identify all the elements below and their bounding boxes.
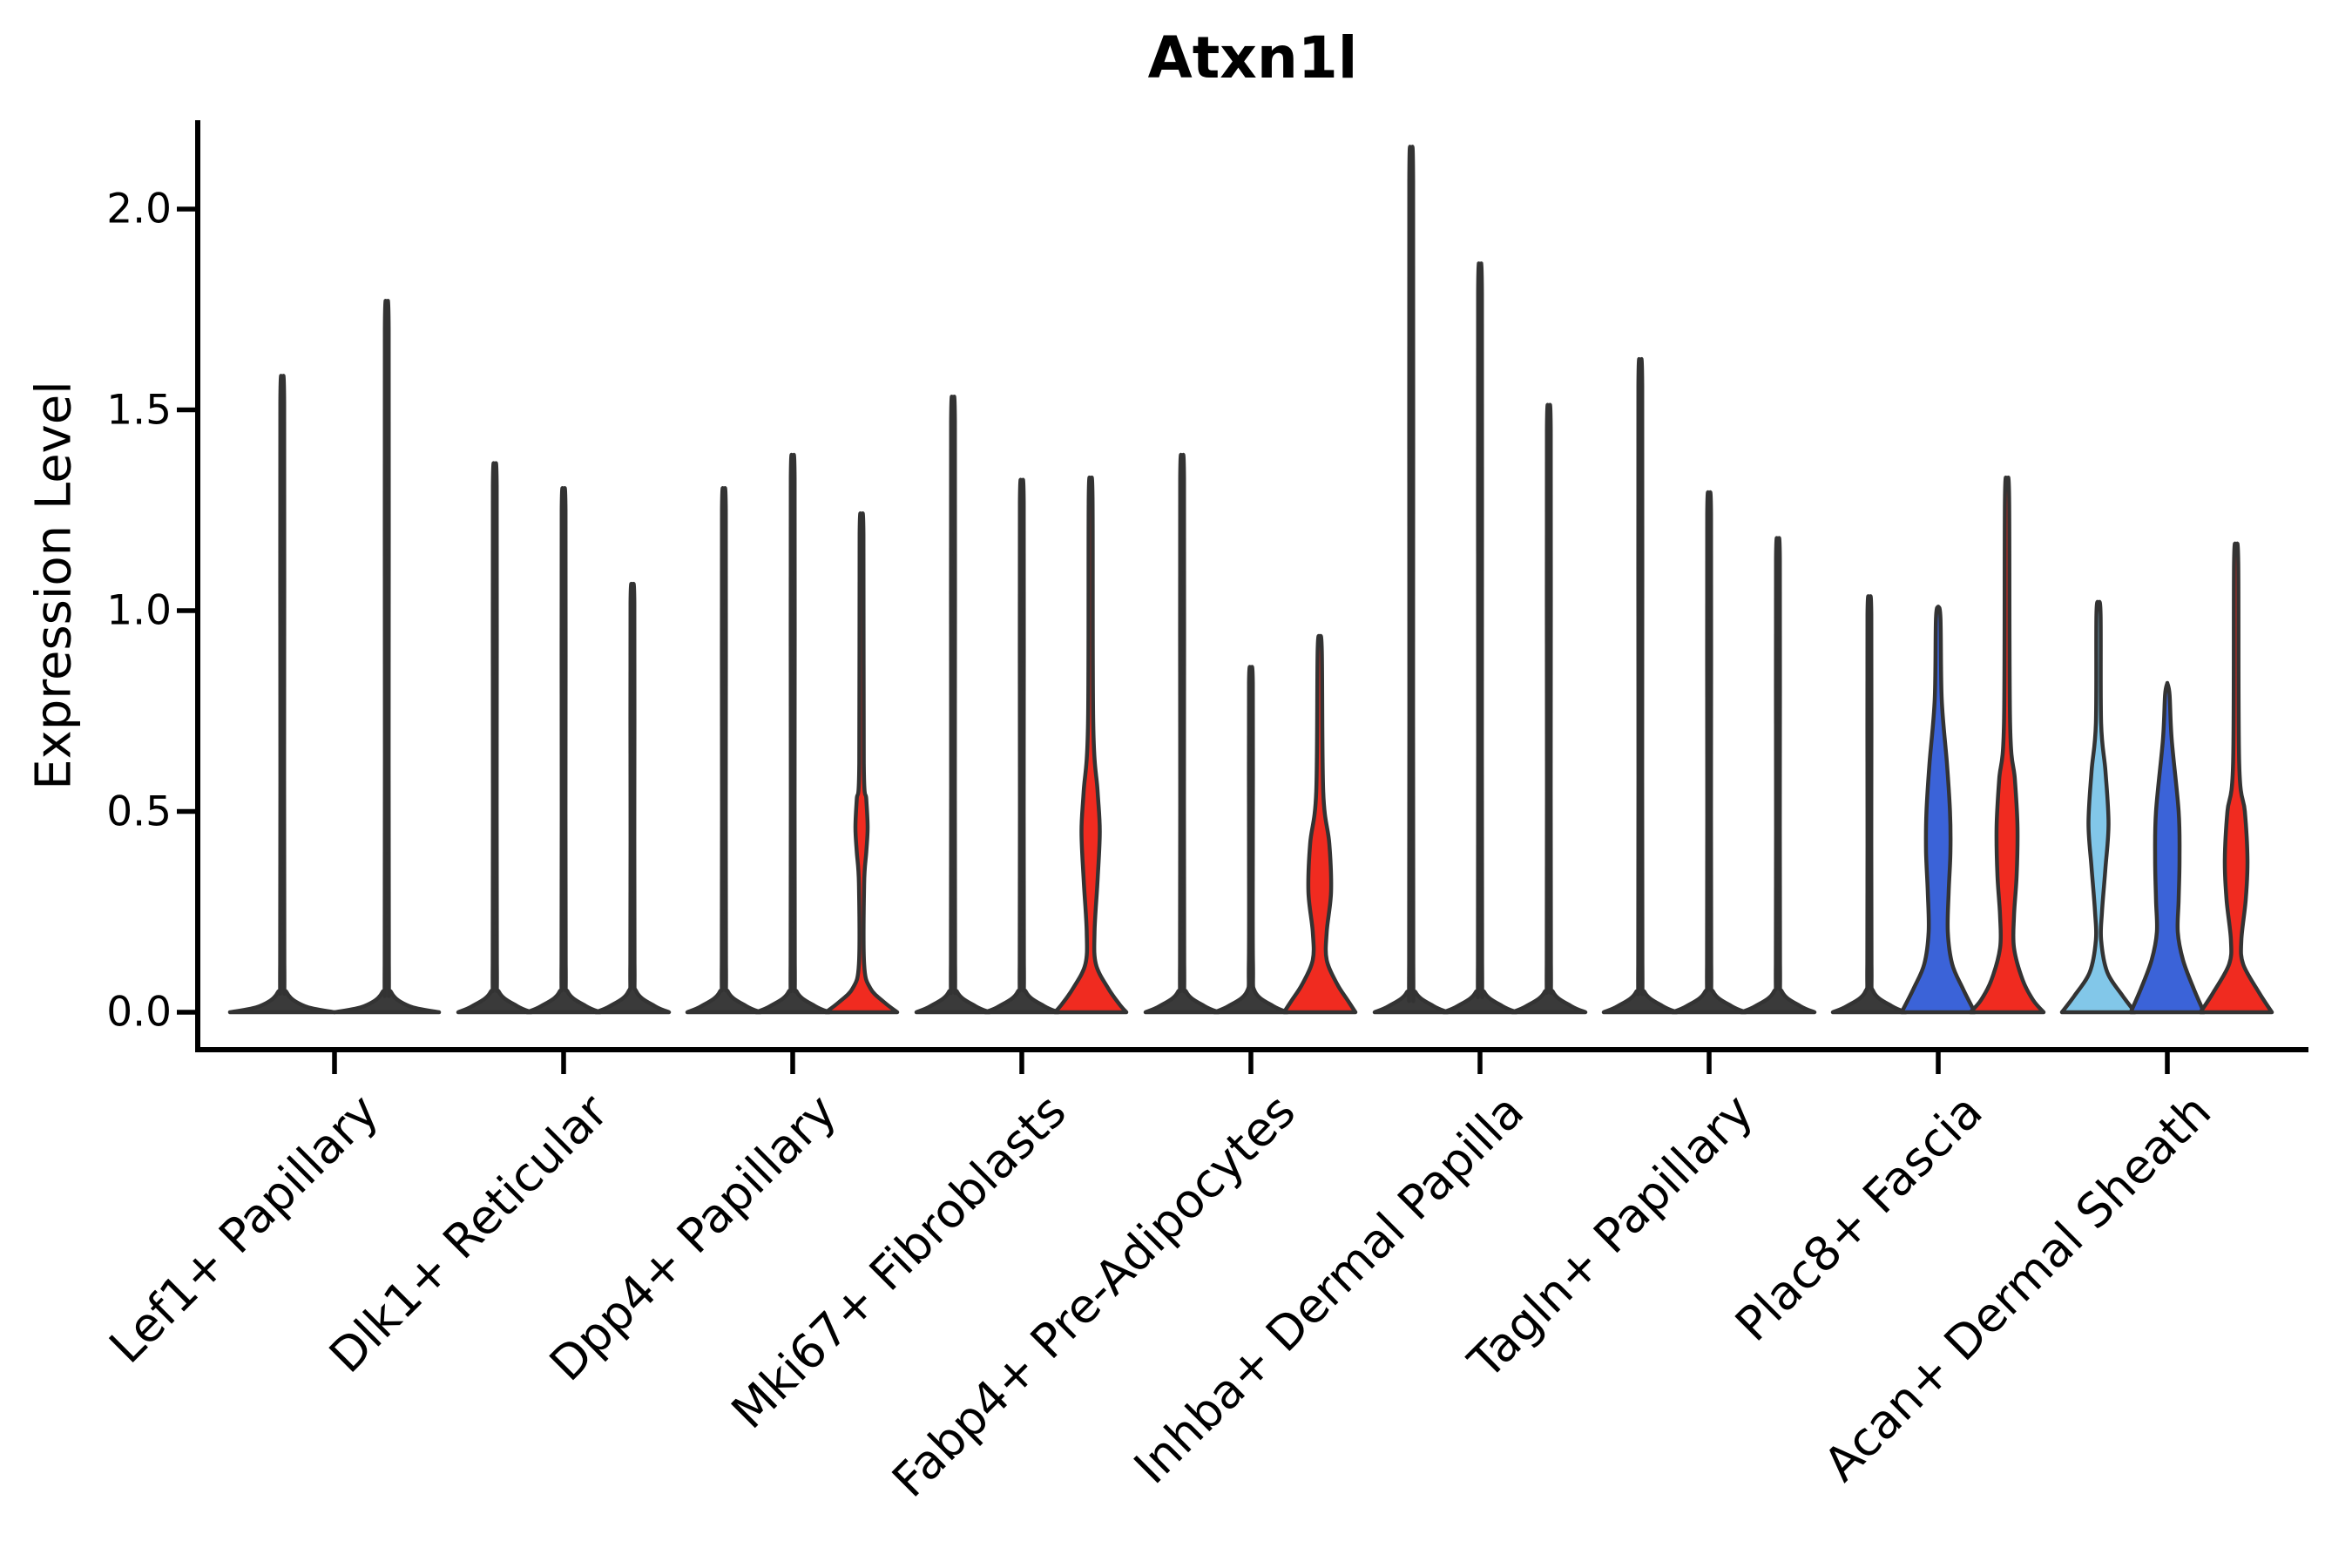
violin-4-3 [1052,475,1129,1015]
y-tick-label: 1.0 [106,586,172,635]
violin-3-3 [823,511,900,1015]
violin-9-2 [2128,680,2207,1015]
violin-3-1 [685,486,763,1015]
violin-5-2 [1212,665,1290,1015]
violin-7-1 [1601,357,1680,1015]
violin-7-3 [1739,536,1817,1015]
violin-6-1 [1372,145,1450,1015]
y-axis-label: Expression Level [25,381,83,790]
violin-4-1 [914,395,992,1015]
violin-2-1 [456,461,534,1015]
violin-2-3 [593,581,672,1015]
violin-9-3 [2198,541,2274,1015]
y-tick-label: 2.0 [106,185,172,233]
y-tick-label: 1.5 [106,386,172,434]
violin-7-2 [1670,490,1748,1015]
violin-4-2 [983,477,1061,1015]
violin-5-3 [1281,633,1358,1015]
violin-5-1 [1143,452,1221,1015]
chart-title: Atxn1l [1147,24,1358,91]
violin-8-3 [1968,475,2046,1015]
violin-6-3 [1510,402,1588,1015]
violin-1-2 [332,299,442,1015]
violin-8-1 [1830,594,1909,1015]
violin-1-1 [227,374,337,1015]
y-tick-label: 0.5 [106,787,172,835]
violin-2-2 [524,486,603,1015]
violin-8-2 [1899,605,1977,1015]
violin-3-2 [754,452,832,1015]
y-tick-label: 0.0 [106,988,172,1037]
violin-9-1 [2059,599,2138,1015]
violin-6-2 [1441,261,1519,1015]
